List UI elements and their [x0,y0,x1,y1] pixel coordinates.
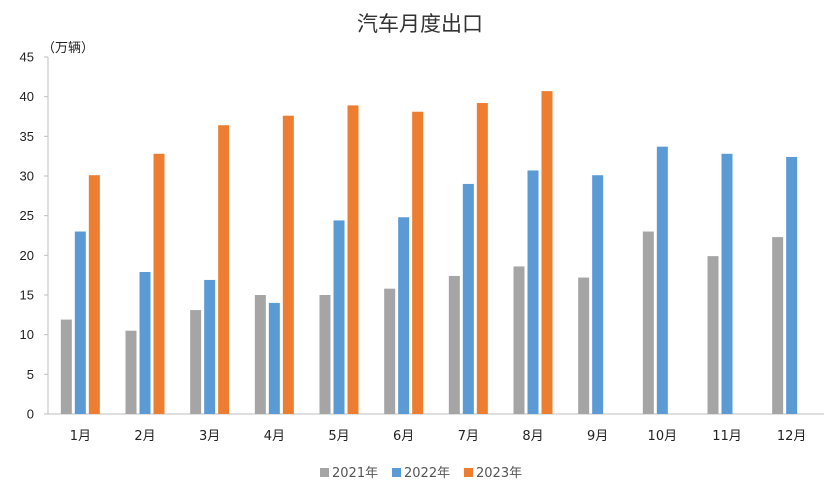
bar [578,277,590,414]
bar [254,295,266,414]
bar [642,231,654,414]
y-tick-label: 40 [20,89,34,104]
x-tick-label: 1月 [70,429,91,444]
y-tick-label: 0 [27,407,34,422]
y-tick-label: 10 [20,327,34,342]
y-tick-label: 25 [20,208,34,223]
x-axis: 1月 2月 3月 4月 5月 6月 7月 8月 9月 10月 11月 12月 [48,413,824,444]
x-tick-label: 12月 [777,429,807,444]
bar [592,175,604,414]
legend-label: 2023年 [476,466,522,481]
bar [60,319,72,414]
legend-swatch [320,468,329,477]
x-tick-label: 2月 [134,429,155,444]
bar [541,91,553,414]
y-tick-label: 20 [20,248,34,263]
bar [721,153,733,414]
bar [527,170,539,414]
bar [125,330,137,414]
x-tick-label: 3月 [199,429,220,444]
x-tick-label: 11月 [712,429,742,444]
x-tick-label: 9月 [587,429,608,444]
legend-label: 2022年 [404,466,450,481]
legend: 2021年 2022年 2023年 [320,466,522,481]
bar [139,271,151,414]
x-tick-label: 6月 [393,429,414,444]
x-tick-label: 8月 [522,429,543,444]
bar [268,302,280,414]
y-tick-label: 30 [20,169,34,184]
bar [204,279,216,414]
y-tick-label: 35 [20,129,34,144]
x-tick-label: 4月 [264,429,285,444]
bar [398,217,410,414]
bar [476,103,488,414]
legend-swatch [464,468,473,477]
bar [656,146,668,414]
bar [190,310,202,414]
bar [319,295,331,414]
bar [513,266,525,414]
bar [218,125,230,414]
y-tick-label: 15 [20,288,34,303]
bar [384,288,396,414]
bar [462,183,474,414]
y-tick-label: 5 [27,367,34,382]
y-tick-label: 45 [20,50,34,65]
bar [347,105,359,414]
bar [707,256,719,414]
bar [786,156,798,414]
bar [333,220,345,414]
bars [60,91,798,415]
legend-swatch [392,468,401,477]
x-tick-label: 5月 [328,429,349,444]
y-axis: 0 5 10 15 20 25 30 35 40 45 [20,50,49,422]
y-axis-unit: （万辆） [42,41,94,56]
bar [282,115,294,414]
legend-label: 2021年 [332,466,378,481]
bar [448,275,460,414]
bar [153,153,165,414]
chart-title: 汽车月度出口 [357,12,483,36]
bar [772,237,784,414]
bar [74,231,86,414]
bar [412,111,424,415]
x-tick-label: 10月 [648,429,678,444]
x-tick-label: 7月 [458,429,479,444]
bar [88,175,100,414]
